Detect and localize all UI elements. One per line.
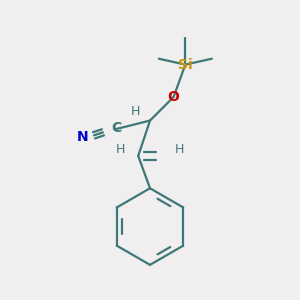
Text: O: O: [168, 90, 179, 104]
Text: Si: Si: [178, 58, 193, 72]
Text: C: C: [111, 121, 121, 135]
Text: H: H: [175, 143, 184, 157]
Text: N: N: [76, 130, 88, 144]
Text: H: H: [116, 143, 125, 157]
Text: H: H: [130, 105, 140, 118]
